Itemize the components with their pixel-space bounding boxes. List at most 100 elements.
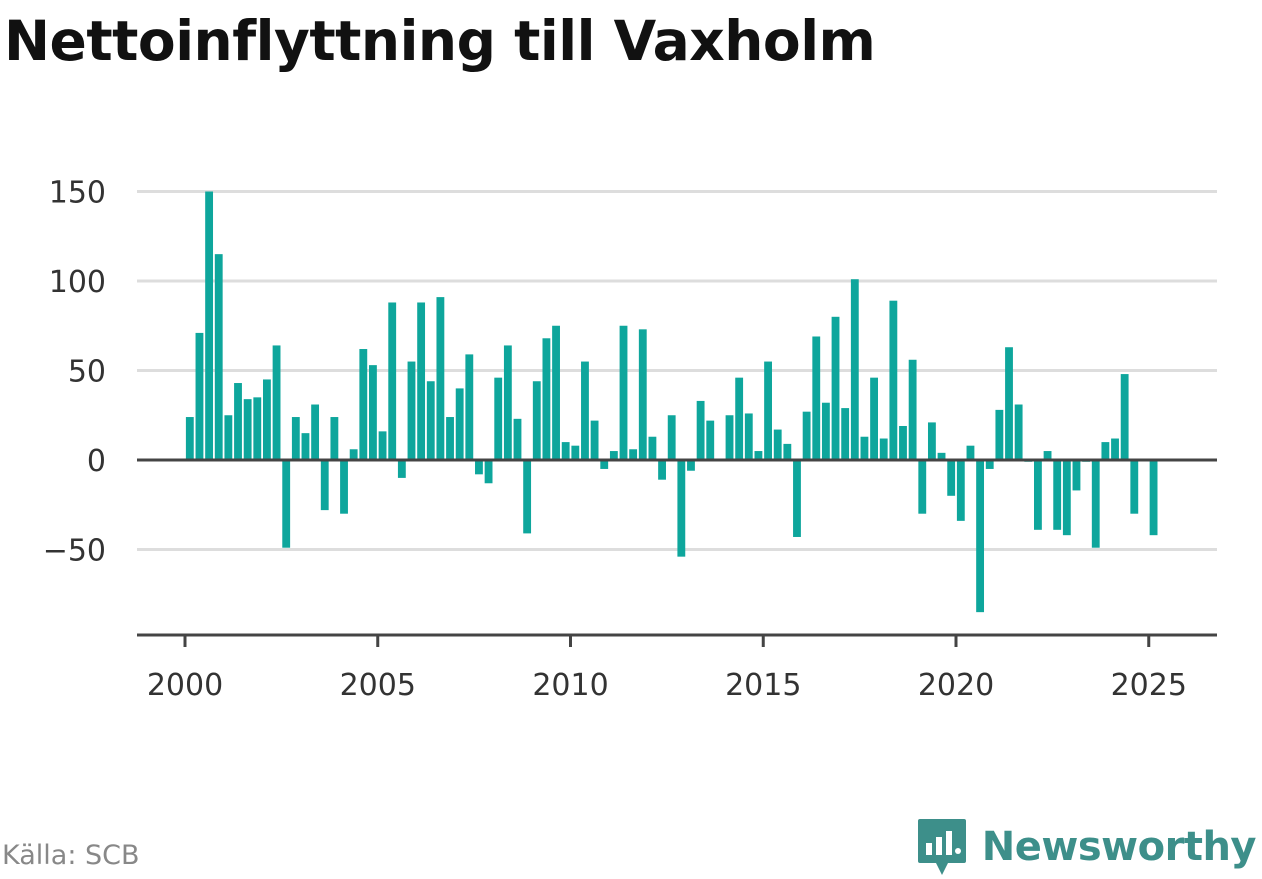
y-tick-label: 0 bbox=[87, 444, 106, 479]
bar bbox=[725, 415, 734, 460]
bar bbox=[340, 460, 348, 514]
bar bbox=[985, 460, 994, 469]
bar bbox=[282, 460, 291, 548]
bar bbox=[966, 445, 975, 460]
bar bbox=[436, 297, 445, 460]
bar bbox=[320, 460, 329, 511]
bar bbox=[291, 417, 300, 460]
bar bbox=[1034, 460, 1042, 530]
bar bbox=[908, 359, 917, 460]
bar bbox=[301, 433, 310, 460]
bar bbox=[1014, 404, 1023, 460]
bar bbox=[1111, 438, 1119, 460]
bar bbox=[359, 349, 368, 460]
y-tick-label: 50 bbox=[68, 355, 106, 390]
bar bbox=[879, 438, 888, 460]
bar bbox=[850, 279, 859, 460]
bar bbox=[658, 460, 666, 480]
bar bbox=[831, 316, 840, 460]
bar bbox=[638, 329, 647, 460]
bar bbox=[388, 302, 397, 460]
bar bbox=[860, 436, 869, 460]
newsworthy-logo: Newsworthy bbox=[916, 818, 1257, 876]
bar bbox=[648, 436, 657, 460]
bar bbox=[1072, 460, 1081, 491]
bar bbox=[793, 460, 801, 537]
bars bbox=[185, 191, 1158, 613]
bar bbox=[735, 377, 744, 460]
bar bbox=[1091, 460, 1100, 548]
newsworthy-icon bbox=[917, 819, 966, 875]
bar bbox=[841, 408, 850, 460]
x-tick-label: 2015 bbox=[725, 668, 801, 703]
bar bbox=[1062, 460, 1071, 536]
bar bbox=[889, 300, 898, 460]
bar bbox=[918, 460, 927, 514]
bar bbox=[754, 451, 763, 460]
bar bbox=[821, 402, 830, 460]
bar bbox=[272, 345, 281, 460]
bar bbox=[773, 429, 782, 460]
bar bbox=[927, 422, 936, 460]
bar bbox=[407, 361, 416, 460]
bar bbox=[503, 345, 512, 460]
source-note: Källa: SCB bbox=[2, 840, 140, 871]
bar bbox=[696, 400, 705, 460]
bar bbox=[1101, 442, 1110, 460]
bar bbox=[475, 460, 483, 475]
bar bbox=[571, 445, 580, 460]
bar bbox=[783, 443, 792, 460]
bar bbox=[744, 413, 753, 460]
brand-name: Newsworthy bbox=[981, 824, 1257, 870]
axes bbox=[137, 458, 1217, 647]
bar bbox=[764, 361, 772, 460]
bar bbox=[976, 460, 985, 613]
bar bbox=[677, 460, 686, 557]
bar bbox=[523, 460, 532, 534]
x-tick-label: 2020 bbox=[918, 668, 994, 703]
x-tick-label: 2000 bbox=[147, 668, 223, 703]
grid-lines bbox=[137, 190, 1217, 551]
bar bbox=[195, 332, 204, 460]
bar bbox=[426, 381, 435, 460]
bar bbox=[812, 336, 821, 460]
bar bbox=[667, 415, 676, 460]
bar bbox=[214, 254, 223, 460]
x-tick-label: 2025 bbox=[1111, 668, 1187, 703]
bar bbox=[581, 361, 589, 460]
bar bbox=[311, 404, 320, 460]
bar bbox=[1130, 460, 1139, 514]
bar bbox=[619, 325, 628, 460]
bar bbox=[494, 377, 503, 460]
bar bbox=[1053, 460, 1062, 530]
bar bbox=[1149, 460, 1158, 536]
bar bbox=[947, 460, 956, 496]
bar bbox=[995, 409, 1004, 460]
bar bbox=[446, 417, 454, 460]
bar bbox=[870, 377, 878, 460]
y-tick-label: 100 bbox=[49, 265, 106, 300]
bar bbox=[552, 325, 560, 460]
bar bbox=[369, 365, 377, 460]
bar bbox=[465, 354, 474, 460]
x-tick-label: 2005 bbox=[340, 668, 416, 703]
bar bbox=[542, 338, 551, 460]
bar bbox=[1043, 451, 1052, 460]
bar bbox=[330, 417, 339, 460]
bar bbox=[937, 452, 946, 460]
bar bbox=[455, 388, 464, 460]
bar bbox=[513, 418, 522, 460]
bar bbox=[234, 383, 242, 460]
bar bbox=[224, 415, 233, 460]
bar bbox=[532, 381, 541, 460]
bar bbox=[185, 417, 194, 460]
bar bbox=[899, 425, 907, 460]
tick-labels: −50 0 50 100 150 2000 2005 2010 2015 2020 2025 bbox=[43, 176, 1187, 704]
bar bbox=[609, 451, 618, 460]
bar bbox=[349, 449, 358, 460]
bar bbox=[1120, 374, 1129, 460]
bar bbox=[956, 460, 965, 521]
bar bbox=[561, 442, 570, 460]
bar bbox=[205, 191, 214, 460]
